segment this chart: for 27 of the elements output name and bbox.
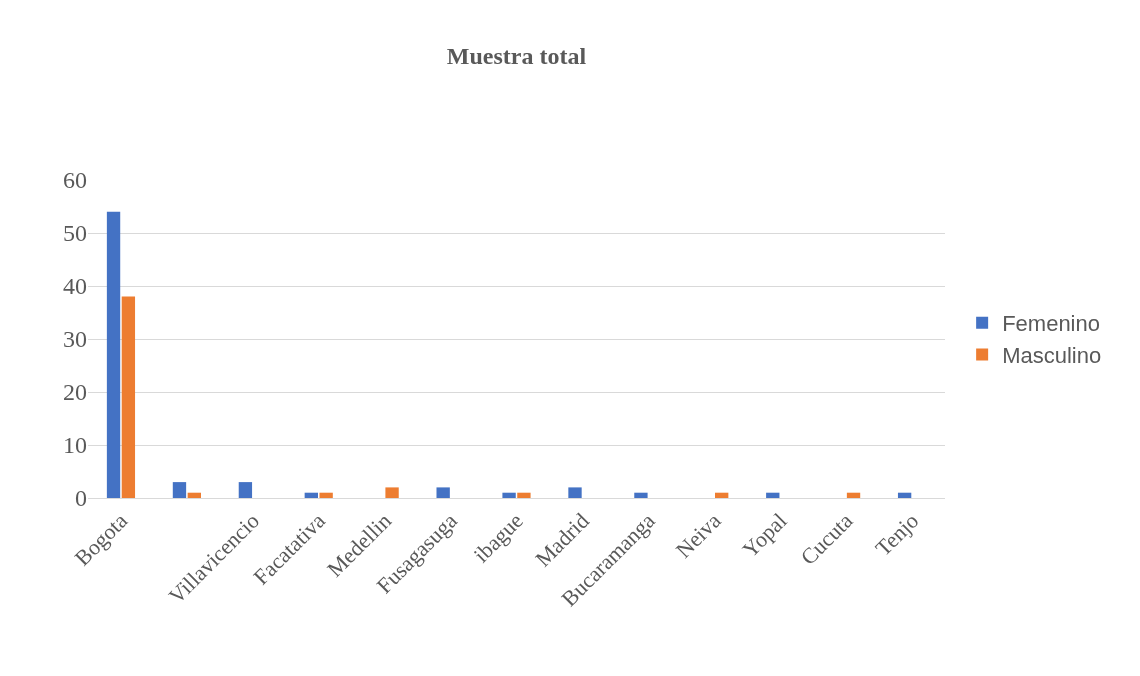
bar [121,296,136,498]
bar [106,211,121,498]
chart-title: Muestra total [446,43,587,70]
bar [187,492,201,498]
y-tick-label: 40 [63,273,87,300]
bar [238,482,253,498]
bar [897,492,912,498]
bar [436,487,450,498]
bar [568,487,582,498]
y-tick-label: 10 [63,432,87,459]
bar [502,492,516,498]
bar [715,492,729,498]
bar [304,492,318,498]
bar [766,492,780,498]
y-tick-label: 60 [63,167,87,194]
y-tick-label: 20 [63,379,87,406]
y-tick-label: 30 [63,326,87,353]
bar [385,487,399,498]
bar [172,482,187,498]
legend-label: Femenino [1002,311,1100,337]
bar [634,492,648,498]
y-tick-label: 0 [75,485,87,512]
legend-label: Masculino [1002,342,1102,368]
bar [517,492,531,498]
bar [319,492,333,498]
bar [846,492,861,498]
y-tick-label: 50 [63,220,87,247]
